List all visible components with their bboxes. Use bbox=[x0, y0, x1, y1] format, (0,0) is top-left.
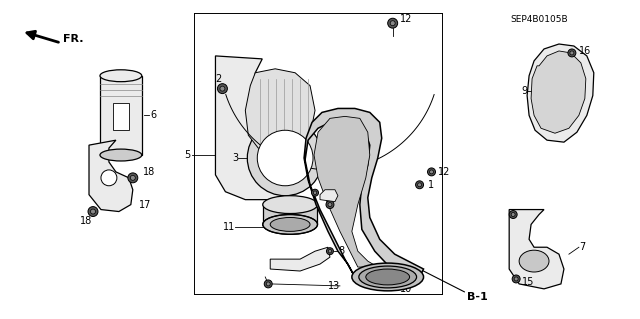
Text: 10: 10 bbox=[399, 284, 412, 294]
Circle shape bbox=[220, 86, 225, 91]
Circle shape bbox=[88, 207, 98, 217]
Circle shape bbox=[568, 49, 576, 57]
Circle shape bbox=[415, 181, 424, 189]
Text: 1: 1 bbox=[428, 180, 434, 190]
Text: 11: 11 bbox=[223, 222, 236, 233]
Text: 18: 18 bbox=[80, 217, 92, 226]
Ellipse shape bbox=[359, 266, 417, 288]
Text: 14: 14 bbox=[330, 185, 342, 195]
Text: 9: 9 bbox=[521, 85, 527, 96]
Text: 2: 2 bbox=[216, 74, 221, 84]
Circle shape bbox=[512, 275, 520, 283]
Ellipse shape bbox=[270, 218, 310, 231]
Circle shape bbox=[264, 280, 272, 288]
Ellipse shape bbox=[263, 196, 317, 213]
Text: 4: 4 bbox=[337, 200, 343, 210]
Text: 7: 7 bbox=[579, 242, 585, 252]
Polygon shape bbox=[527, 44, 594, 142]
Circle shape bbox=[131, 175, 135, 180]
Circle shape bbox=[514, 277, 518, 281]
Circle shape bbox=[326, 248, 333, 255]
Ellipse shape bbox=[366, 269, 410, 285]
Circle shape bbox=[388, 18, 397, 28]
Circle shape bbox=[313, 191, 317, 195]
Circle shape bbox=[326, 201, 334, 209]
Ellipse shape bbox=[100, 70, 142, 82]
Polygon shape bbox=[100, 76, 142, 155]
Polygon shape bbox=[270, 247, 330, 271]
Text: 16: 16 bbox=[579, 46, 591, 56]
Polygon shape bbox=[509, 210, 564, 289]
Polygon shape bbox=[245, 69, 315, 152]
Polygon shape bbox=[113, 103, 129, 130]
Text: B-1: B-1 bbox=[467, 292, 488, 302]
Circle shape bbox=[90, 209, 95, 214]
Circle shape bbox=[101, 170, 117, 186]
Circle shape bbox=[417, 183, 422, 187]
Circle shape bbox=[511, 212, 515, 217]
Text: 13: 13 bbox=[328, 281, 340, 291]
Ellipse shape bbox=[263, 214, 317, 234]
Text: 18: 18 bbox=[143, 167, 155, 177]
Polygon shape bbox=[320, 190, 338, 202]
Circle shape bbox=[247, 120, 323, 196]
Polygon shape bbox=[89, 140, 133, 211]
Circle shape bbox=[509, 211, 517, 219]
Circle shape bbox=[429, 170, 433, 174]
Circle shape bbox=[266, 282, 270, 286]
Text: 12: 12 bbox=[438, 167, 450, 177]
Ellipse shape bbox=[519, 250, 549, 272]
Ellipse shape bbox=[100, 149, 142, 161]
Text: 17: 17 bbox=[139, 200, 151, 210]
Text: 12: 12 bbox=[399, 14, 412, 24]
Text: SEP4B0105B: SEP4B0105B bbox=[510, 15, 568, 24]
Text: 5: 5 bbox=[184, 150, 191, 160]
Polygon shape bbox=[314, 116, 378, 267]
Text: 15: 15 bbox=[522, 277, 534, 287]
Text: 8: 8 bbox=[338, 246, 344, 256]
Circle shape bbox=[570, 51, 574, 55]
Polygon shape bbox=[216, 56, 305, 200]
Polygon shape bbox=[531, 51, 586, 133]
Ellipse shape bbox=[352, 263, 424, 291]
Circle shape bbox=[428, 168, 435, 176]
Text: FR.: FR. bbox=[63, 34, 84, 44]
Polygon shape bbox=[304, 108, 424, 277]
Circle shape bbox=[328, 249, 332, 253]
Circle shape bbox=[328, 203, 332, 207]
Circle shape bbox=[257, 130, 313, 186]
Circle shape bbox=[218, 84, 227, 93]
Circle shape bbox=[128, 173, 138, 183]
Text: 6: 6 bbox=[151, 110, 157, 120]
Polygon shape bbox=[263, 204, 317, 225]
Circle shape bbox=[312, 189, 319, 196]
Circle shape bbox=[390, 21, 395, 26]
Text: 3: 3 bbox=[232, 153, 238, 163]
